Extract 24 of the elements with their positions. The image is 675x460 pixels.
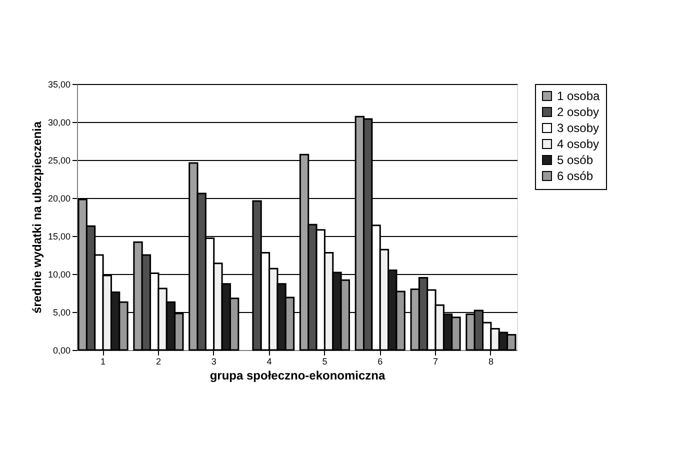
x-tick-label: 1 xyxy=(100,356,106,366)
y-tick-label: 5,00 xyxy=(52,308,70,318)
legend-label: 2 osoby xyxy=(557,105,600,119)
x-tick-label: 5 xyxy=(322,356,328,366)
legend-label: 3 osoby xyxy=(557,121,600,135)
y-tick-label: 10,00 xyxy=(48,270,70,280)
legend-label: 6 osób xyxy=(557,169,594,183)
x-tick-label: 2 xyxy=(156,356,161,366)
legend-label: 4 osoby xyxy=(557,137,600,151)
legend-label: 1 osoba xyxy=(557,89,600,103)
y-tick-label: 15,00 xyxy=(48,232,70,242)
y-tick-label: 25,00 xyxy=(48,156,70,166)
y-tick-label: 20,00 xyxy=(48,194,70,204)
legend-label: 5 osób xyxy=(557,153,594,167)
x-tick-label: 3 xyxy=(211,356,216,366)
y-axis-title: średnie wydatki na ubezpieczenia xyxy=(30,121,44,314)
x-tick-label: 8 xyxy=(488,356,494,366)
y-tick-label: 35,00 xyxy=(48,80,70,90)
x-tick-label: 7 xyxy=(433,356,438,366)
y-tick-label: 30,00 xyxy=(48,118,70,128)
y-tick-label: 0,00 xyxy=(52,346,70,356)
x-tick-label: 4 xyxy=(266,356,272,366)
x-axis-title: grupa społeczno-ekonomiczna xyxy=(210,368,386,382)
x-tick-label: 6 xyxy=(378,356,383,366)
